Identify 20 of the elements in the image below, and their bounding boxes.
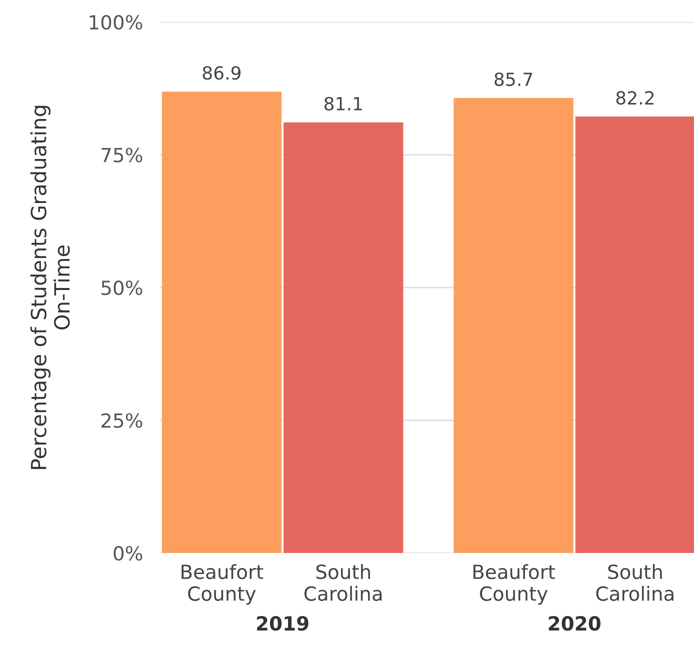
- data-label: 85.7: [494, 72, 532, 86]
- y-tick-label: 0%: [114, 546, 142, 561]
- series-label: South Carolina: [304, 564, 382, 601]
- bar: [575, 116, 694, 554]
- y-tick-label: 100%: [90, 14, 142, 30]
- y-tick-label: 25%: [102, 413, 142, 428]
- y-tick-label: 50%: [102, 280, 142, 296]
- text: South Carolina: [596, 564, 674, 601]
- bar: [284, 122, 404, 554]
- x-tick-label: 2020: [548, 616, 600, 631]
- y-tick-label: 75%: [102, 148, 142, 162]
- data-label: 86.9: [202, 66, 241, 80]
- y-axis-title: Percentage of Students Graduating On-Time: [30, 106, 70, 469]
- bar: [454, 98, 574, 554]
- text: Beaufort County: [473, 564, 555, 605]
- data-label: 81.1: [324, 96, 362, 111]
- series-label: Beaufort County: [182, 564, 264, 605]
- x-tick-label: 2019: [257, 616, 308, 631]
- bar: [162, 92, 282, 554]
- data-label: 82.2: [616, 91, 654, 105]
